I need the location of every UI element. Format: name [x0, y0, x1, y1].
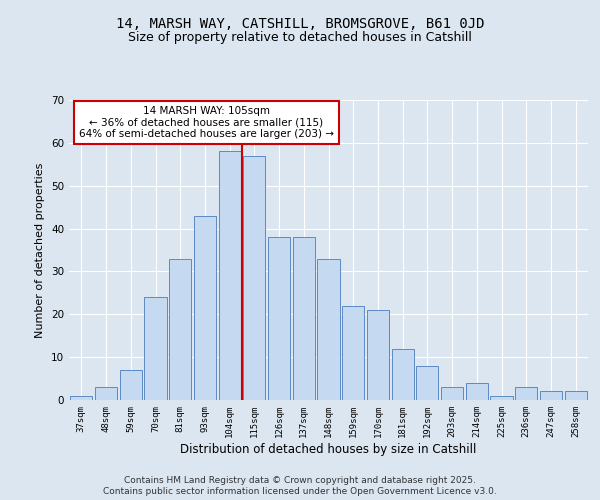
- Bar: [95, 387, 117, 400]
- Bar: [268, 237, 290, 400]
- Text: Contains public sector information licensed under the Open Government Licence v3: Contains public sector information licen…: [103, 488, 497, 496]
- Bar: [416, 366, 439, 400]
- Bar: [490, 396, 512, 400]
- Bar: [565, 392, 587, 400]
- Bar: [218, 152, 241, 400]
- Bar: [342, 306, 364, 400]
- Bar: [441, 387, 463, 400]
- X-axis label: Distribution of detached houses by size in Catshill: Distribution of detached houses by size …: [181, 442, 476, 456]
- Bar: [145, 297, 167, 400]
- Bar: [194, 216, 216, 400]
- Text: Size of property relative to detached houses in Catshill: Size of property relative to detached ho…: [128, 31, 472, 44]
- Bar: [169, 258, 191, 400]
- Bar: [367, 310, 389, 400]
- Bar: [317, 258, 340, 400]
- Text: 14 MARSH WAY: 105sqm
← 36% of detached houses are smaller (115)
64% of semi-deta: 14 MARSH WAY: 105sqm ← 36% of detached h…: [79, 106, 334, 139]
- Bar: [243, 156, 265, 400]
- Bar: [70, 396, 92, 400]
- Text: 14, MARSH WAY, CATSHILL, BROMSGROVE, B61 0JD: 14, MARSH WAY, CATSHILL, BROMSGROVE, B61…: [116, 18, 484, 32]
- Bar: [119, 370, 142, 400]
- Bar: [392, 348, 414, 400]
- Bar: [515, 387, 538, 400]
- Y-axis label: Number of detached properties: Number of detached properties: [35, 162, 46, 338]
- Bar: [293, 237, 315, 400]
- Bar: [540, 392, 562, 400]
- Text: Contains HM Land Registry data © Crown copyright and database right 2025.: Contains HM Land Registry data © Crown c…: [124, 476, 476, 485]
- Bar: [466, 383, 488, 400]
